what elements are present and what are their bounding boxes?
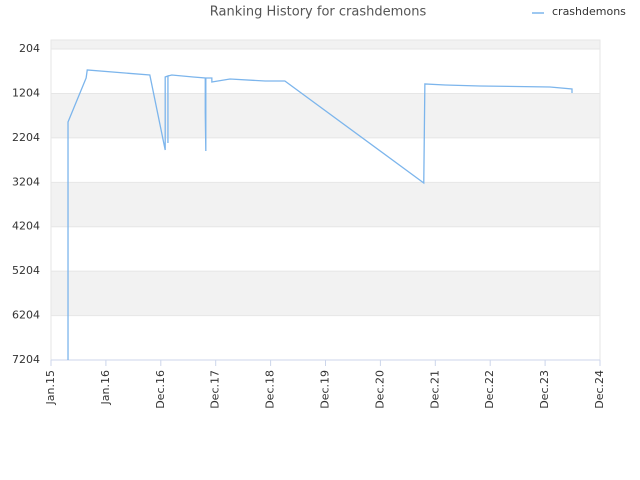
y-tick-label: 3204 [12,175,40,188]
legend-label: crashdemons [552,5,626,18]
x-tick-label: Dec.23 [538,370,551,409]
y-tick-label: 6204 [12,309,40,322]
x-tick-label: Dec.20 [373,370,386,409]
x-tick-label: Dec.18 [264,370,277,409]
y-tick-label: 1204 [12,86,40,99]
chart-title: Ranking History for crashdemons [210,5,427,20]
x-tick-label: Dec.22 [483,370,496,409]
plot-band [51,93,600,138]
x-tick-label: Dec.21 [428,370,441,409]
x-tick-label: Dec.16 [154,370,167,409]
series-line [67,69,573,360]
plot-band [51,137,600,183]
x-tick-label: Dec.17 [209,370,222,409]
plot-band [51,226,600,272]
plot-band [51,315,600,360]
plot-band [51,182,600,227]
y-tick-label: 5204 [12,264,40,277]
y-tick-label: 4204 [12,220,40,233]
plot-band [51,271,600,316]
plot-bands [51,40,600,360]
y-tick-label: 7204 [12,353,40,366]
x-tick-label: Dec.19 [319,370,332,409]
x-tick-label: Jan.15 [44,370,57,405]
plot-band [51,40,600,50]
x-tick-label: Dec.24 [593,370,606,409]
y-tick-label: 2204 [12,131,40,144]
y-tick-label: 204 [19,42,40,55]
x-tick-label: Jan.16 [99,370,112,405]
